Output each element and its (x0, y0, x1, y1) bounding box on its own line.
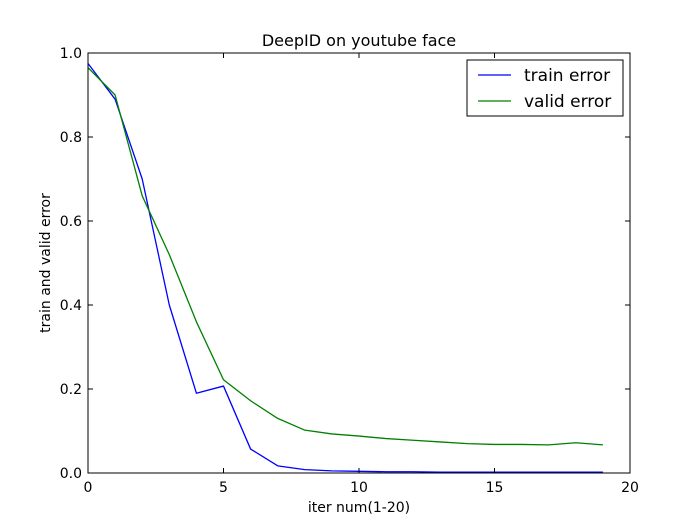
y-tick-label: 0.6 (60, 214, 82, 230)
legend-label-valid-error: valid error (524, 92, 611, 112)
plot-frame (87, 52, 631, 474)
series-line-train-error (87, 63, 603, 473)
x-tick-label: 20 (621, 480, 639, 496)
series-line-valid-error (87, 67, 603, 446)
y-tick-label: 0.8 (60, 130, 82, 146)
x-tick-label: 10 (350, 480, 368, 496)
y-tick-label: 0.4 (60, 298, 82, 314)
y-tick-label: 0.2 (60, 382, 82, 398)
x-tick-label: 5 (219, 480, 228, 496)
x-tick-label: 0 (84, 480, 93, 496)
series-layer (87, 63, 603, 473)
x-axis-label: iter num(1-20) (308, 500, 410, 516)
ticks-layer: 0 5 10 15 20 0.0 0.2 0.4 0.6 0.8 1.0 (60, 46, 639, 496)
y-tick-label: 0.0 (60, 466, 82, 482)
legend-box (466, 59, 624, 117)
y-tick-label: 1.0 (60, 46, 82, 62)
chart-title: DeepID on youtube face (262, 31, 456, 50)
legend-label-train-error: train error (524, 66, 610, 86)
y-axis-label: train and valid error (38, 193, 54, 333)
legend: train error valid error (466, 59, 624, 117)
x-tick-label: 15 (486, 480, 504, 496)
